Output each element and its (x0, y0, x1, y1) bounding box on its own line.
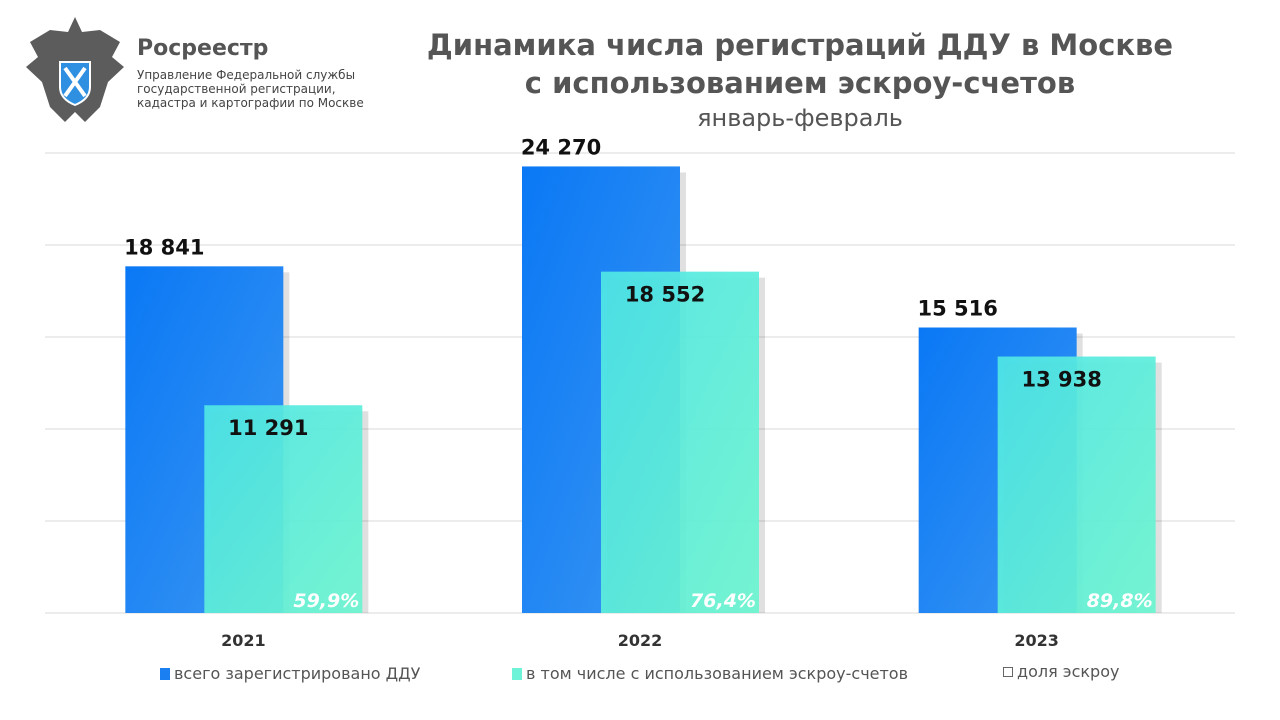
legend-item-share: доля эскроу (1003, 662, 1119, 681)
data-label-share: 89,8% (1087, 590, 1153, 612)
legend-swatch (1003, 666, 1013, 677)
title-line: Динамика числа регистраций ДДУ в Москве (426, 28, 1174, 62)
x-tick-label: 2022 (618, 631, 663, 650)
title-line: с использованием эскроу-счетов (524, 66, 1076, 100)
legend-item-escrow: в том числе с использованием эскроу-счет… (512, 664, 908, 683)
data-label-share: 76,4% (690, 590, 756, 612)
data-label-total: 24 270 (521, 135, 601, 159)
x-tick-label: 2023 (1014, 631, 1059, 650)
data-label-escrow: 18 552 (625, 283, 705, 307)
brand-subtitle: Управление Федеральной службы государств… (137, 68, 367, 110)
data-label-total: 15 516 (917, 297, 997, 321)
rosreestr-eagle-logo (26, 17, 124, 122)
legend-label: доля эскроу (1017, 662, 1120, 681)
subtitle-line: Управление Федеральной службы (137, 68, 356, 82)
data-label-escrow: 11 291 (228, 416, 308, 440)
legend-item-total: всего зарегистрировано ДДУ (160, 664, 420, 683)
chart-title: Динамика числа регистраций ДДУ в Москве … (380, 26, 1220, 102)
bar-escrow-2023 (997, 356, 1156, 613)
data-label-share: 59,9% (293, 590, 359, 612)
legend-swatch (512, 667, 522, 680)
legend-swatch (160, 667, 170, 680)
data-label-escrow: 13 938 (1021, 368, 1101, 392)
subtitle-line: государственной регистрации, (137, 82, 336, 96)
x-tick-label: 2021 (221, 631, 266, 650)
bar-escrow-2021 (204, 405, 363, 613)
legend-label: в том числе с использованием эскроу-счет… (526, 664, 909, 683)
subtitle-line: кадастра и картографии по Москве (137, 96, 364, 110)
bar-escrow-2022 (601, 271, 759, 613)
brand-name: Росреестр (137, 36, 269, 61)
data-label-total: 18 841 (124, 235, 204, 259)
chart-subtitle: январь-февраль (697, 104, 903, 132)
legend-label: всего зарегистрировано ДДУ (174, 664, 421, 683)
